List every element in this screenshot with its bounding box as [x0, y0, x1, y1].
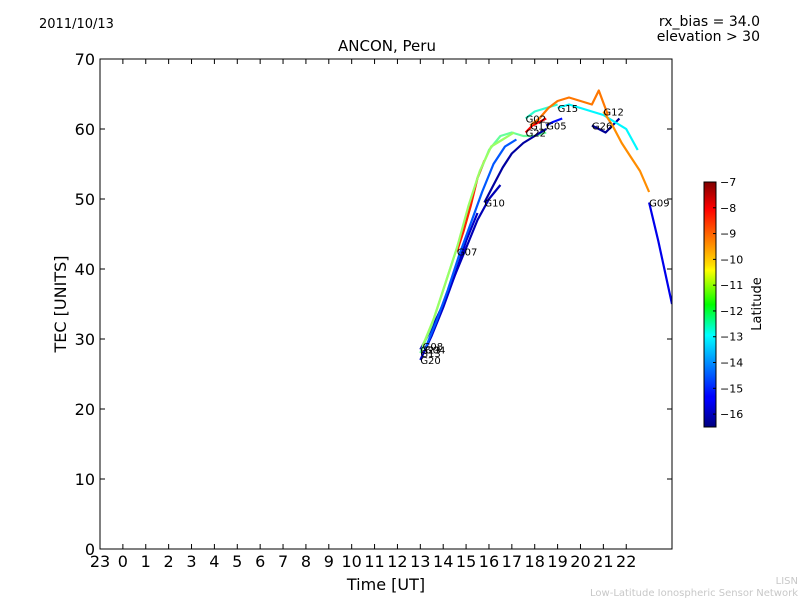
series-label-g15: G15	[558, 104, 578, 115]
x-tick-label: 5	[232, 552, 242, 571]
y-tick-label: 30	[75, 330, 95, 349]
colorbar-tick-label: −11	[720, 279, 743, 292]
series-line-g09	[648, 202, 672, 305]
x-tick-label: 19	[547, 552, 567, 571]
series-label-g07: G07	[457, 248, 477, 259]
x-tick-label: 1	[141, 552, 151, 571]
x-tick-label: 17	[502, 552, 522, 571]
series-label-g22: G22	[526, 129, 546, 140]
colorbar-gradient	[703, 181, 717, 428]
colorbar-label: Latitude	[750, 277, 765, 331]
x-tick-label: 11	[364, 552, 384, 571]
x-tick-label: 12	[387, 552, 407, 571]
y-tick-label: 10	[75, 470, 95, 489]
series-label-g17: G17	[530, 122, 550, 133]
colorbar-tick-label: −14	[720, 357, 743, 370]
colorbar-tick-label: −7	[720, 176, 736, 189]
x-tick-label: 16	[479, 552, 499, 571]
series-layer	[419, 89, 672, 361]
x-tick-label: 7	[278, 552, 288, 571]
series-line-g05	[545, 117, 563, 127]
series-label-g08: G08	[423, 342, 443, 353]
series-label-g10: G10	[484, 199, 504, 210]
x-tick-label: 9	[324, 552, 334, 571]
series-line-g22	[524, 117, 547, 134]
x-tick-label: 4	[209, 552, 219, 571]
colorbar-tick-label: −12	[720, 305, 743, 318]
brand-label: LISN	[775, 576, 798, 587]
series-label-g13: G13	[420, 349, 440, 360]
series-label-g02: G02	[526, 115, 546, 126]
series-label-g20: G20	[420, 356, 440, 367]
network-label: Low-Latitude Ionospheric Sensor Network	[590, 588, 798, 599]
series-label-g04: G04	[425, 346, 445, 357]
x-tick-label: 18	[525, 552, 545, 571]
y-tick-label: 60	[75, 120, 95, 139]
y-axis-label: TEC [UNITS]	[51, 256, 70, 354]
date-label: 2011/10/13	[39, 17, 114, 32]
series-line-g08	[421, 131, 515, 347]
colorbar: −7 −8 −9 −10 −11 −12 −13 −14 −15 −16	[703, 176, 743, 428]
x-tick-label: 22	[616, 552, 636, 571]
elevation-label: elevation > 30	[656, 29, 760, 45]
y-tick-label: 40	[75, 260, 95, 279]
colorbar-tick-label: −9	[720, 228, 736, 241]
y-tick-label: 70	[75, 50, 95, 69]
x-tick-label: 13	[410, 552, 430, 571]
x-axis-label: Time [UT]	[346, 575, 425, 594]
series-line-g17	[529, 89, 609, 127]
series-line-g12	[602, 110, 651, 193]
colorbar-tick-label: −13	[720, 331, 743, 344]
series-label-g05: G05	[546, 122, 566, 133]
colorbar-tick-label: −8	[720, 202, 736, 215]
rx-bias-label: rx_bias = 34.0	[658, 14, 760, 30]
series-label-g09: G09	[649, 199, 669, 210]
x-tick-label: 10	[342, 552, 362, 571]
y-tick-label: 20	[75, 400, 95, 419]
series-label-g26: G26	[592, 122, 612, 133]
x-tick-label: 3	[186, 552, 196, 571]
x-tick-label: 15	[456, 552, 476, 571]
chart-title: ANCON, Peru	[338, 37, 436, 55]
x-tick-label: 0	[118, 552, 128, 571]
series-line-g10	[483, 128, 547, 204]
series-line-g04	[423, 138, 517, 350]
x-tick-label: 6	[255, 552, 265, 571]
series-label-g12: G12	[603, 108, 623, 119]
x-tick-label: 23	[90, 552, 110, 571]
series-label-g23: G23	[420, 346, 440, 357]
x-tick-label: 14	[433, 552, 453, 571]
x-tick-label: 8	[301, 552, 311, 571]
x-tick-label: 2	[164, 552, 174, 571]
colorbar-tick-label: −16	[720, 408, 743, 421]
y-tick-label: 50	[75, 190, 95, 209]
y-tick-label: 0	[85, 540, 95, 559]
x-tick-label: 21	[593, 552, 613, 571]
colorbar-tick-label: −15	[720, 382, 743, 395]
x-tick-label: 20	[570, 552, 590, 571]
colorbar-tick-label: −10	[720, 253, 743, 266]
plot-frame	[99, 58, 673, 550]
series-line-g15	[557, 103, 639, 151]
